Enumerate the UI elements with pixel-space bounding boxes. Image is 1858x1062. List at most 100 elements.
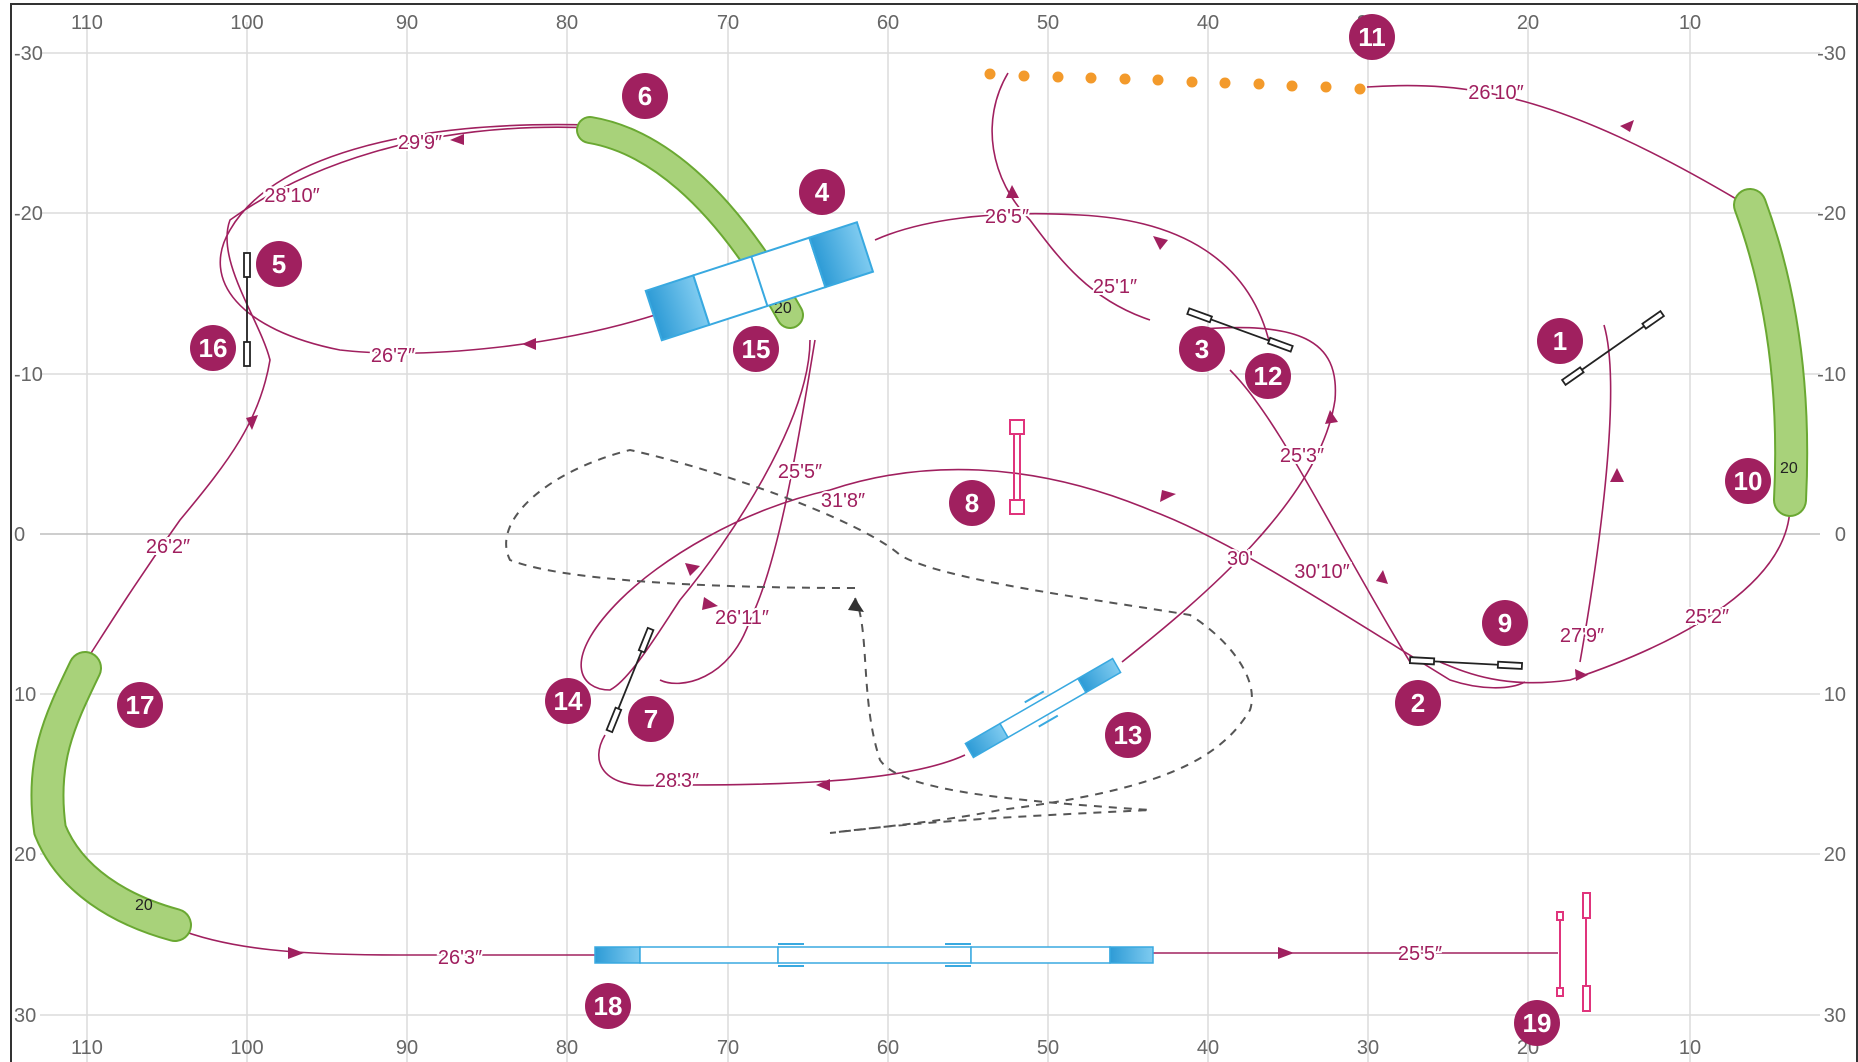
path-segment <box>598 734 966 787</box>
top-tick: 20 <box>1517 12 1539 34</box>
distance-labels: 26'10″ 26'5″ 25'1″ 25'3″ 27'9″ 25'2″ 30'10″ 30'… <box>144 80 1731 971</box>
distance-label: 29'9″ <box>398 132 442 154</box>
jump-2 <box>1408 656 1524 670</box>
obstacle-number-badge: 8 <box>949 480 995 526</box>
arrow-icon <box>685 563 700 576</box>
distance-label: 25'2″ <box>1685 606 1729 628</box>
obstacle-number-badge: 4 <box>799 169 845 215</box>
obstacle-number-badge: 5 <box>256 241 302 287</box>
badge-number: 7 <box>644 704 658 734</box>
weave-pole <box>1286 80 1298 92</box>
dog-walk-plank-2 <box>777 946 972 964</box>
badge-number: 19 <box>1523 1008 1552 1038</box>
weave-pole <box>1320 81 1332 93</box>
badge-circle <box>190 325 236 371</box>
obstacle-number-badge: 12 <box>1245 353 1291 399</box>
left-tick: 0 <box>14 524 25 546</box>
badge-circle <box>1105 712 1151 758</box>
dog-walk-contact-right <box>1109 946 1154 964</box>
obstacle-number-badge: 15 <box>733 326 779 372</box>
badge-number: 11 <box>1358 22 1386 52</box>
path-segment <box>659 339 816 685</box>
bottom-tick: 60 <box>877 1037 899 1059</box>
distance-label: 25'3″ <box>1280 445 1324 467</box>
distance-label: 26'5″ <box>985 206 1029 228</box>
top-tick: 80 <box>556 12 578 34</box>
jump-7-14 <box>605 626 655 734</box>
left-axis: -30 -20 -10 0 10 20 30 <box>14 43 43 1027</box>
badge-circle <box>1514 1000 1560 1046</box>
badge-number: 2 <box>1411 688 1425 718</box>
weave-pole <box>984 68 996 80</box>
path-segment <box>1121 326 1337 663</box>
top-tick: 90 <box>396 12 418 34</box>
distance-label: 28'10″ <box>264 185 319 207</box>
badge-circle <box>733 326 779 372</box>
tunnel-10-fill <box>1735 190 1807 515</box>
left-tick: -10 <box>14 364 43 386</box>
distance-label: 25'5″ <box>1398 943 1442 965</box>
weave-pole <box>1186 76 1198 88</box>
jump-5-16 <box>243 252 251 367</box>
obstacle-number-badge: 17 <box>117 682 163 728</box>
bottom-tick: 10 <box>1679 1037 1701 1059</box>
weave-pole <box>1018 70 1030 82</box>
obstacle-number-badge: 18 <box>585 983 631 1029</box>
arrow-icon <box>702 597 718 610</box>
seesaw <box>964 657 1122 759</box>
handler-path <box>505 448 1253 834</box>
top-axis: 110 100 90 80 70 60 50 40 30 20 10 <box>71 12 1701 34</box>
tunnel-size-label: 20 <box>774 300 792 317</box>
path-segment <box>174 927 595 956</box>
badge-number: 8 <box>965 488 979 518</box>
obstacle-number-badge: 2 <box>1395 680 1441 726</box>
distance-label: 26'11″ <box>715 607 769 629</box>
right-tick: 10 <box>1824 684 1846 706</box>
badge-circle <box>117 682 163 728</box>
obstacle-number-badge: 7 <box>628 696 674 742</box>
obstacle-number-badge: 3 <box>1179 326 1225 372</box>
dog-walk-support-icon <box>778 943 971 967</box>
contact-obstacles <box>594 220 1154 967</box>
distance-label: 28'3″ <box>655 770 699 792</box>
obstacle-number-badge: 10 <box>1725 458 1771 504</box>
arrow-icon <box>1278 947 1294 959</box>
badge-circle <box>628 696 674 742</box>
dog-walk-contact-left <box>594 946 641 964</box>
path-segment <box>79 126 596 671</box>
bottom-tick: 70 <box>717 1037 739 1059</box>
badge-circle <box>949 480 995 526</box>
badge-circle <box>585 983 631 1029</box>
path-segment <box>1366 84 1739 201</box>
path-segment <box>580 339 1526 691</box>
badge-number: 15 <box>742 334 771 364</box>
distance-label: 31'8″ <box>821 490 865 512</box>
arrow-icon <box>816 779 830 791</box>
direction-arrows <box>246 120 1634 959</box>
obstacle-number-badge: 16 <box>190 325 236 371</box>
bottom-tick: 80 <box>556 1037 578 1059</box>
tire-19 <box>1556 892 1591 1012</box>
badge-number: 13 <box>1114 720 1143 750</box>
bottom-tick: 40 <box>1197 1037 1219 1059</box>
top-tick: 100 <box>230 12 263 34</box>
top-tick: 70 <box>717 12 739 34</box>
badge-number: 16 <box>199 333 228 363</box>
obstacle-number-badge: 14 <box>545 678 591 724</box>
arrow-icon <box>450 134 464 145</box>
arrow-icon <box>1160 490 1176 502</box>
path-segment <box>1579 324 1612 663</box>
badge-number: 18 <box>594 991 623 1021</box>
right-tick: 30 <box>1824 1005 1846 1027</box>
right-axis: -30 -20 -10 0 10 20 30 <box>1817 43 1846 1027</box>
distance-label: 25'1″ <box>1093 276 1137 298</box>
distance-label: 30' <box>1227 548 1253 570</box>
handler-arrow-icon <box>848 598 864 612</box>
a-frame-apex <box>750 256 769 307</box>
left-tick: 20 <box>14 844 36 866</box>
path-segment <box>1229 369 1411 663</box>
top-tick: 60 <box>877 12 899 34</box>
badge-number: 9 <box>1498 608 1512 638</box>
arrow-icon <box>1610 468 1624 482</box>
